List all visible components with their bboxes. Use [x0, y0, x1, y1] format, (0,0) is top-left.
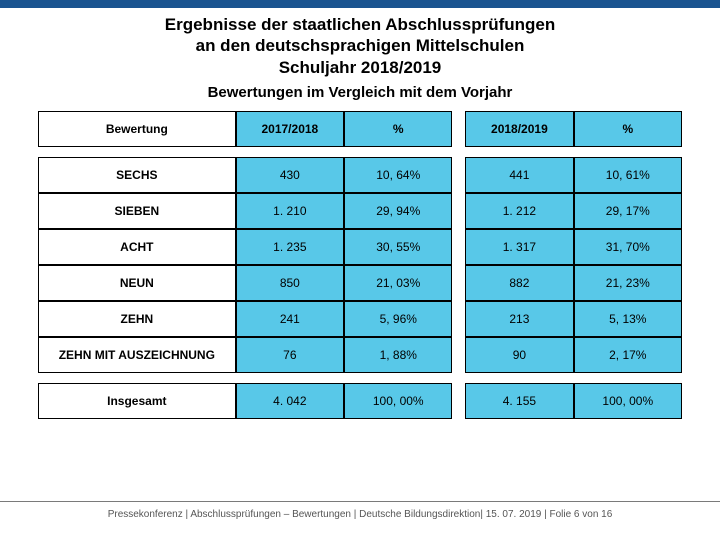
header-bar	[0, 0, 720, 8]
cell: SECHS	[38, 157, 236, 193]
cell: 4. 042	[236, 383, 344, 419]
cell: 241	[236, 301, 344, 337]
cell: 10, 64%	[344, 157, 452, 193]
footer-divider	[0, 501, 720, 502]
cell: 1. 210	[236, 193, 344, 229]
cell: 1. 235	[236, 229, 344, 265]
cell: 29, 17%	[574, 193, 682, 229]
table-row: NEUN85021, 03% 88221, 23%	[38, 265, 682, 301]
cell: 31, 70%	[574, 229, 682, 265]
cell: 5, 13%	[574, 301, 682, 337]
cell: ZEHN	[38, 301, 236, 337]
table-row: ZEHN2415, 96% 2135, 13%	[38, 301, 682, 337]
cell: 21, 03%	[344, 265, 452, 301]
cell: 882	[465, 265, 573, 301]
cell: ACHT	[38, 229, 236, 265]
cell: 213	[465, 301, 573, 337]
subtitle: Bewertungen im Vergleich mit dem Vorjahr	[0, 84, 720, 101]
cell: 76	[236, 337, 344, 373]
col-header-2: %	[344, 111, 452, 147]
cell: 10, 61%	[574, 157, 682, 193]
cell: 1. 212	[465, 193, 573, 229]
cell: 21, 23%	[574, 265, 682, 301]
cell: 2, 17%	[574, 337, 682, 373]
cell: 4. 155	[465, 383, 573, 419]
table-row: ACHT1. 23530, 55% 1. 31731, 70%	[38, 229, 682, 265]
table-row: SIEBEN1. 21029, 94% 1. 21229, 17%	[38, 193, 682, 229]
cell: 90	[465, 337, 573, 373]
cell: 1, 88%	[344, 337, 452, 373]
cell: ZEHN MIT AUSZEICHNUNG	[38, 337, 236, 373]
cell: NEUN	[38, 265, 236, 301]
table-row: ZEHN MIT AUSZEICHNUNG761, 88% 902, 17%	[38, 337, 682, 373]
cell: 850	[236, 265, 344, 301]
page-title: Ergebnisse der staatlichen Abschlussprüf…	[60, 14, 660, 78]
cell: SIEBEN	[38, 193, 236, 229]
results-table: Bewertung2017/2018%2018/2019%SECHS43010,…	[38, 111, 682, 419]
table-row: Insgesamt4. 042100, 00%4. 155100, 00%	[38, 383, 682, 419]
col-header-1: 2017/2018	[236, 111, 344, 147]
cell: 441	[465, 157, 573, 193]
cell: Insgesamt	[38, 383, 236, 419]
col-header-0: Bewertung	[38, 111, 236, 147]
col-header-5: %	[574, 111, 682, 147]
cell: 100, 00%	[344, 383, 452, 419]
title-line-3: Schuljahr 2018/2019	[60, 57, 660, 78]
cell: 5, 96%	[344, 301, 452, 337]
title-line-1: Ergebnisse der staatlichen Abschlussprüf…	[60, 14, 660, 35]
cell: 1. 317	[465, 229, 573, 265]
table-row: SECHS43010, 64% 44110, 61%	[38, 157, 682, 193]
title-line-2: an den deutschsprachigen Mittelschulen	[60, 35, 660, 56]
cell: 29, 94%	[344, 193, 452, 229]
cell: 30, 55%	[344, 229, 452, 265]
cell: 100, 00%	[574, 383, 682, 419]
cell: 430	[236, 157, 344, 193]
footer-text: Pressekonferenz | Abschlussprüfungen – B…	[0, 509, 720, 520]
col-header-4: 2018/2019	[465, 111, 573, 147]
